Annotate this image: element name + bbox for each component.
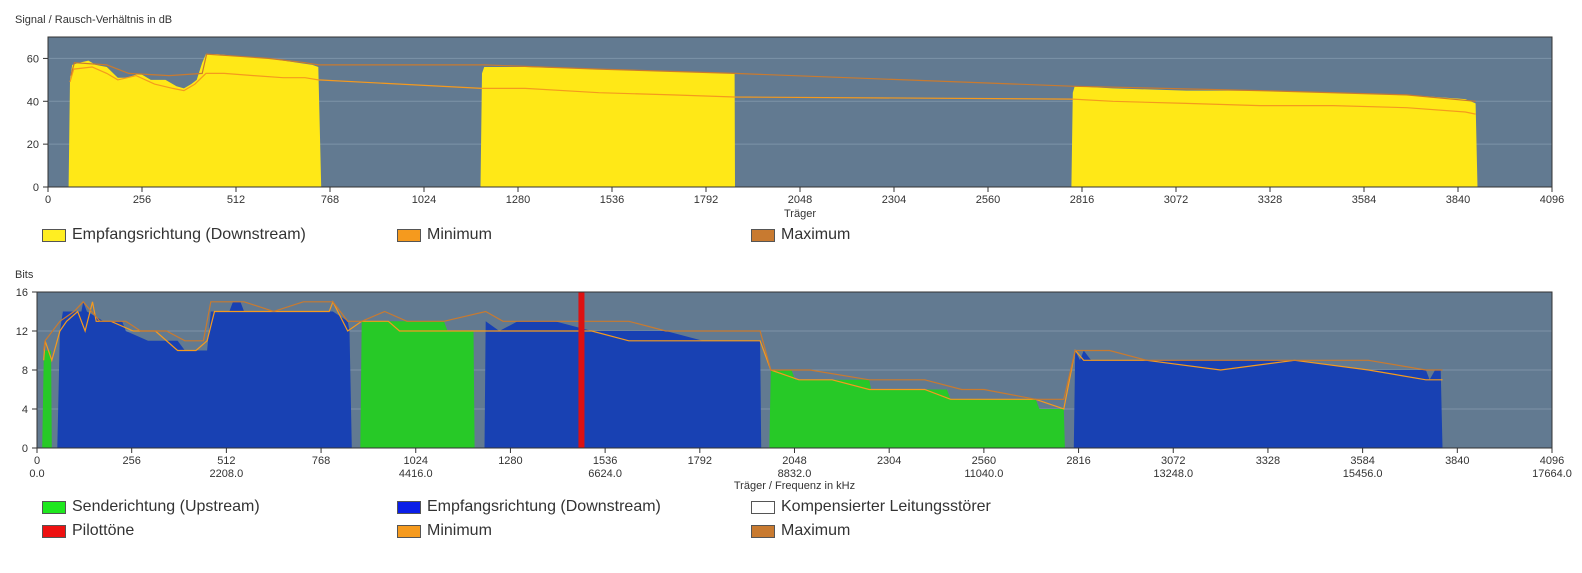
x-tick-label: 2560 bbox=[972, 455, 996, 467]
x-freq-label: 11040.0 bbox=[964, 468, 1003, 480]
legend-label: Senderichtung (Upstream) bbox=[72, 498, 260, 515]
legend-label: Pilottöne bbox=[72, 522, 135, 539]
y-tick-label: 0 bbox=[33, 182, 39, 194]
y-tick-label: 8 bbox=[22, 365, 28, 377]
x-tick-label: 2304 bbox=[877, 455, 901, 467]
x-tick-label: 3584 bbox=[1352, 194, 1376, 206]
x-tick-label: 2560 bbox=[976, 194, 1000, 206]
legend-swatch bbox=[42, 524, 66, 538]
legend-swatch bbox=[397, 524, 421, 538]
x-tick-label: 1536 bbox=[593, 455, 617, 467]
legend-swatch bbox=[751, 500, 775, 514]
x-axis-title: Träger / Frequenz in kHz bbox=[734, 480, 855, 492]
series-line-minimum bbox=[43, 300, 1443, 410]
x-tick-label: 0 bbox=[34, 455, 40, 467]
snr-chart: 0 20 40 60 0 256 512 768 1024 1280 1536 1792 2048 230… bbox=[27, 36, 1564, 220]
x-tick-label: 256 bbox=[133, 194, 151, 206]
x-freq-label: 4416.0 bbox=[399, 468, 433, 480]
x-tick-label: 512 bbox=[227, 194, 245, 206]
x-tick-label: 1280 bbox=[498, 455, 522, 467]
legend-label: Minimum bbox=[427, 522, 492, 539]
x-tick-label: 3840 bbox=[1446, 194, 1470, 206]
legend-swatch bbox=[397, 500, 421, 514]
legend-item[interactable]: Kompensierter Leitungsstörer bbox=[751, 498, 991, 516]
x-tick-label: 768 bbox=[321, 194, 339, 206]
y-tick-label: 60 bbox=[27, 53, 39, 65]
bits-y-axis-title: Bits bbox=[15, 269, 34, 281]
x-tick-label: 3072 bbox=[1161, 455, 1185, 467]
legend-label: Maximum bbox=[781, 522, 851, 539]
x-tick-label: 1536 bbox=[600, 194, 624, 206]
legend-label: Kompensierter Leitungsstörer bbox=[781, 498, 991, 515]
x-tick-label: 3328 bbox=[1258, 194, 1282, 206]
x-tick-label: 1280 bbox=[506, 194, 530, 206]
legend-item[interactable]: Empfangsrichtung (Downstream) bbox=[42, 226, 306, 244]
legend-item[interactable]: Minimum bbox=[397, 226, 492, 244]
y-tick-label: 0 bbox=[22, 443, 28, 455]
legend-label: Empfangsrichtung (Downstream) bbox=[427, 498, 661, 515]
series-line-minimum bbox=[69, 66, 1476, 115]
x-axis-title: Träger bbox=[784, 208, 816, 220]
x-freq-label: 13248.0 bbox=[1153, 468, 1193, 480]
series-area-0 bbox=[68, 54, 1478, 187]
x-freq-label: 6624.0 bbox=[588, 468, 622, 480]
x-tick-label: 2048 bbox=[788, 194, 812, 206]
y-tick-label: 4 bbox=[22, 404, 28, 416]
legend-swatch bbox=[397, 228, 421, 242]
x-tick-label: 1792 bbox=[694, 194, 718, 206]
legend-item[interactable]: Maximum bbox=[751, 226, 850, 244]
legend-swatch bbox=[751, 228, 775, 242]
x-tick-label: 256 bbox=[123, 455, 141, 467]
x-tick-label: 3328 bbox=[1256, 455, 1280, 467]
x-freq-label: 8832.0 bbox=[778, 468, 812, 480]
legend-item[interactable]: Pilottöne bbox=[42, 522, 134, 540]
y-tick-label: 16 bbox=[16, 287, 28, 299]
x-tick-label: 512 bbox=[217, 455, 235, 467]
legend-swatch bbox=[42, 500, 66, 514]
x-tick-label: 1024 bbox=[404, 455, 428, 467]
x-freq-label: 2208.0 bbox=[210, 468, 244, 480]
series-area-0 bbox=[42, 321, 1065, 448]
legend-label: Maximum bbox=[781, 226, 851, 243]
x-tick-label: 1024 bbox=[412, 194, 436, 206]
y-tick-label: 12 bbox=[16, 326, 28, 338]
legend-item[interactable]: Maximum bbox=[751, 522, 850, 540]
x-tick-label: 1792 bbox=[688, 455, 712, 467]
pilot-tone-bar bbox=[578, 292, 585, 448]
x-tick-label: 2304 bbox=[882, 194, 906, 206]
legend-item[interactable]: Empfangsrichtung (Downstream) bbox=[397, 498, 661, 516]
legend-swatch bbox=[42, 228, 66, 242]
x-freq-label: 17664.0 bbox=[1532, 468, 1572, 480]
x-tick-label: 4096 bbox=[1540, 194, 1564, 206]
y-tick-label: 20 bbox=[27, 139, 39, 151]
x-tick-label: 3584 bbox=[1350, 455, 1374, 467]
series-line-maximum bbox=[43, 300, 1443, 400]
x-tick-label: 768 bbox=[312, 455, 330, 467]
bits-chart: 0 4 8 12 16 0 256 512 768 1024 1280 1536 1792 2048 230… bbox=[16, 287, 1572, 492]
x-tick-label: 3072 bbox=[1164, 194, 1188, 206]
x-tick-label: 0 bbox=[45, 194, 51, 206]
x-tick-label: 3840 bbox=[1445, 455, 1469, 467]
series-line-maximum bbox=[70, 53, 1476, 102]
legend-item[interactable]: Minimum bbox=[397, 522, 492, 540]
legend-label: Empfangsrichtung (Downstream) bbox=[72, 226, 306, 243]
series-area-1 bbox=[57, 301, 1443, 448]
legend-item[interactable]: Senderichtung (Upstream) bbox=[42, 498, 260, 516]
x-tick-label: 2816 bbox=[1066, 455, 1090, 467]
y-tick-label: 40 bbox=[27, 96, 39, 108]
legend-label: Minimum bbox=[427, 226, 492, 243]
legend-swatch bbox=[751, 524, 775, 538]
x-tick-label: 2048 bbox=[782, 455, 806, 467]
x-freq-label: 15456.0 bbox=[1343, 468, 1383, 480]
x-tick-label: 4096 bbox=[1540, 455, 1564, 467]
x-tick-label: 2816 bbox=[1070, 194, 1094, 206]
snr-y-axis-title: Signal / Rausch-Verhältnis in dB bbox=[15, 14, 173, 26]
x-freq-label: 0.0 bbox=[29, 468, 44, 480]
